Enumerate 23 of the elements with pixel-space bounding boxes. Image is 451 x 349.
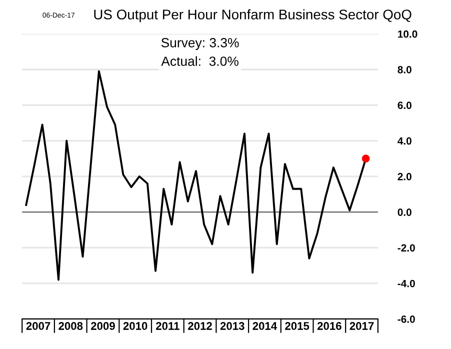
y-tick-label: -2.0 xyxy=(398,244,415,252)
y-tick-label: 8.0 xyxy=(398,66,412,74)
y-tick-label: 4.0 xyxy=(398,137,412,145)
x-tick-label: 2007 xyxy=(26,322,50,330)
x-tick-label: 2015 xyxy=(285,322,310,330)
y-tick-label: 2.0 xyxy=(398,172,412,180)
y-tick-label: 0.0 xyxy=(398,208,412,216)
annotation: Actual: 3.0% xyxy=(161,56,238,66)
x-tick-label: 2016 xyxy=(317,322,342,330)
x-tick-label: 2011 xyxy=(156,322,180,330)
y-tick-label: -4.0 xyxy=(398,280,415,288)
y-tick-label: 10.0 xyxy=(398,30,418,38)
x-tick-label: 2009 xyxy=(91,322,115,330)
y-tick-label: 6.0 xyxy=(398,102,412,110)
x-tick-label: 2017 xyxy=(350,322,374,330)
annotation: Survey: 3.3% xyxy=(161,38,239,50)
x-tick-label: 2012 xyxy=(188,322,212,330)
x-tick-label: 2013 xyxy=(220,322,244,330)
y-tick-label: -6.0 xyxy=(398,315,415,323)
x-tick-label: 2010 xyxy=(123,322,148,330)
x-tick-label: 2008 xyxy=(58,322,83,330)
chart-title: US Output Per Hour Nonfarm Business Sector QoQ xyxy=(94,9,412,22)
x-tick-label: 2014 xyxy=(252,322,278,330)
